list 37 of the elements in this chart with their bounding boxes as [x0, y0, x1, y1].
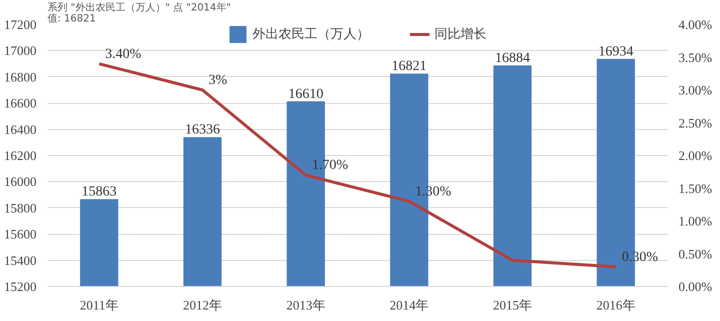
annotation: 系列 "外出农民工（万人）" 点 "2014年" 值: 16821 — [48, 2, 231, 24]
y-tick-label: 15400 — [4, 252, 36, 268]
y2-tick-label: 2.00% — [678, 148, 712, 163]
y-tick-label: 15800 — [4, 200, 36, 216]
data-label: 16610 — [288, 86, 324, 102]
y2-tick-label: 2.50% — [678, 115, 712, 130]
x-tick-label: 2012年 — [183, 298, 222, 312]
data-label: 3.40% — [105, 46, 142, 62]
y-tick-label: 16600 — [4, 96, 36, 111]
x-tick-label: 2013年 — [286, 298, 326, 312]
y2-tick-label: 4.00% — [678, 17, 712, 32]
x-tick-label: 2016年 — [596, 298, 636, 312]
y2-tick-label: 1.00% — [678, 214, 712, 228]
data-label: 16336 — [185, 122, 220, 138]
y-tick-label: 17000 — [4, 43, 36, 58]
data-label: 16934 — [598, 44, 634, 60]
y-tick-label: 15200 — [4, 279, 36, 294]
x-tick-label: 2014年 — [390, 298, 429, 312]
legend-label: 同比增长 — [434, 26, 486, 43]
y-tick-label: 16400 — [4, 122, 36, 137]
y2-tick-label: 3.50% — [678, 50, 712, 65]
y2-tick-label: 3.00% — [678, 82, 712, 98]
y-tick-label: 16800 — [4, 69, 36, 84]
data-label: 16821 — [392, 59, 427, 74]
y-tick-label: 17200 — [4, 17, 36, 32]
y-tick-label: 16000 — [4, 174, 36, 190]
y-tick-label: 16200 — [4, 148, 36, 163]
y2-tick-label: 1.50% — [678, 180, 712, 196]
y-tick-label: 15600 — [4, 226, 36, 242]
data-label: 3% — [208, 73, 228, 88]
x-tick-label: 2011年 — [80, 298, 118, 312]
y2-tick-label: 0.00% — [678, 279, 712, 294]
data-label: 15863 — [82, 184, 117, 200]
x-tick-label: 2015年 — [493, 298, 532, 312]
legend-label: 外出农民工（万人） — [252, 26, 370, 43]
y2-tick-label: 0.50% — [678, 246, 712, 262]
data-label: 16884 — [495, 50, 530, 66]
